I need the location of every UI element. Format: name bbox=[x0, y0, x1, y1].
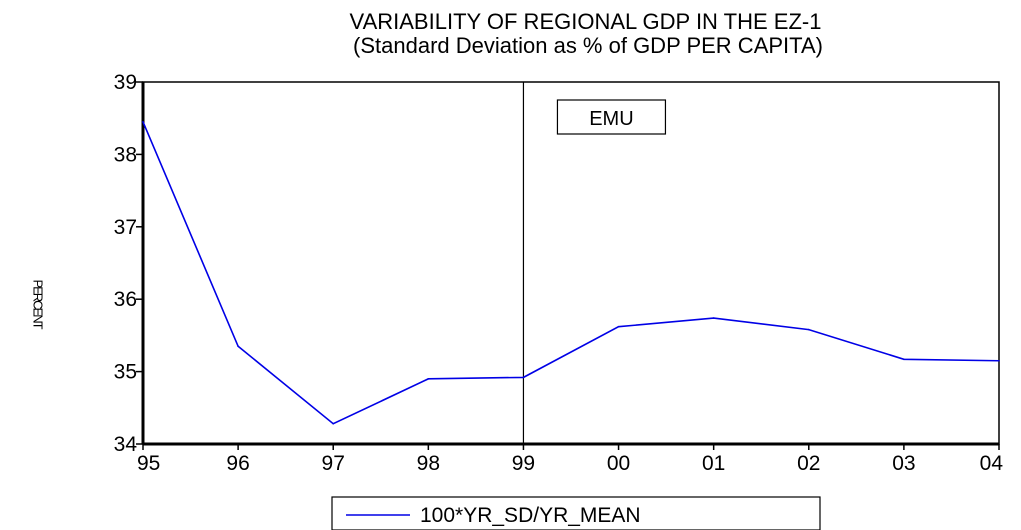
x-tick-label: 99 bbox=[512, 452, 535, 475]
data-point bbox=[142, 121, 144, 123]
emu-annotation-label: EMU bbox=[589, 108, 633, 130]
chart-title-block: VARIABILITY OF REGIONAL GDP IN THE EZ-1 … bbox=[0, 10, 1021, 58]
emu-annotation: EMU bbox=[556, 99, 667, 135]
chart-subtitle: (Standard Deviation as % of GDP PER CAPI… bbox=[353, 33, 823, 58]
data-point bbox=[237, 345, 239, 348]
x-tick-label: 98 bbox=[417, 452, 440, 475]
x-tick-label: 95 bbox=[137, 452, 160, 475]
data-point bbox=[807, 328, 810, 331]
x-tick-label: 04 bbox=[980, 452, 1004, 475]
series-line bbox=[142, 121, 1000, 425]
data-point bbox=[998, 359, 1000, 362]
x-tick-label: 97 bbox=[322, 452, 345, 475]
y-tick-label: 36 bbox=[114, 288, 137, 311]
y-tick-label: 34 bbox=[114, 433, 138, 456]
x-tick-label: 03 bbox=[892, 452, 915, 475]
data-point bbox=[712, 317, 715, 319]
data-point bbox=[332, 422, 335, 425]
x-tick-label: 00 bbox=[607, 452, 630, 475]
x-tick-label: 01 bbox=[702, 452, 725, 475]
legend: 100*YR_SD/YR_MEAN bbox=[331, 496, 821, 530]
plot-frame bbox=[142, 81, 1000, 445]
data-point bbox=[522, 376, 525, 379]
data-point bbox=[427, 378, 430, 380]
data-point bbox=[903, 358, 905, 361]
y-tick-label: 35 bbox=[114, 361, 137, 384]
y-tick-label: 39 bbox=[114, 71, 137, 94]
y-axis: 34 35 36 37 38 39 bbox=[114, 71, 145, 456]
x-tick-label: 96 bbox=[226, 452, 249, 475]
y-tick-label: 37 bbox=[114, 216, 137, 239]
legend-entry: 100*YR_SD/YR_MEAN bbox=[420, 504, 641, 527]
x-tick-label: 02 bbox=[797, 452, 820, 475]
y-tick-label: 38 bbox=[114, 143, 137, 166]
x-axis: 95 96 97 98 99 00 01 02 03 04 bbox=[137, 442, 1004, 475]
data-point bbox=[617, 325, 620, 328]
series-layer bbox=[142, 121, 1000, 425]
chart-title: VARIABILITY OF REGIONAL GDP IN THE EZ-1 bbox=[349, 9, 822, 34]
